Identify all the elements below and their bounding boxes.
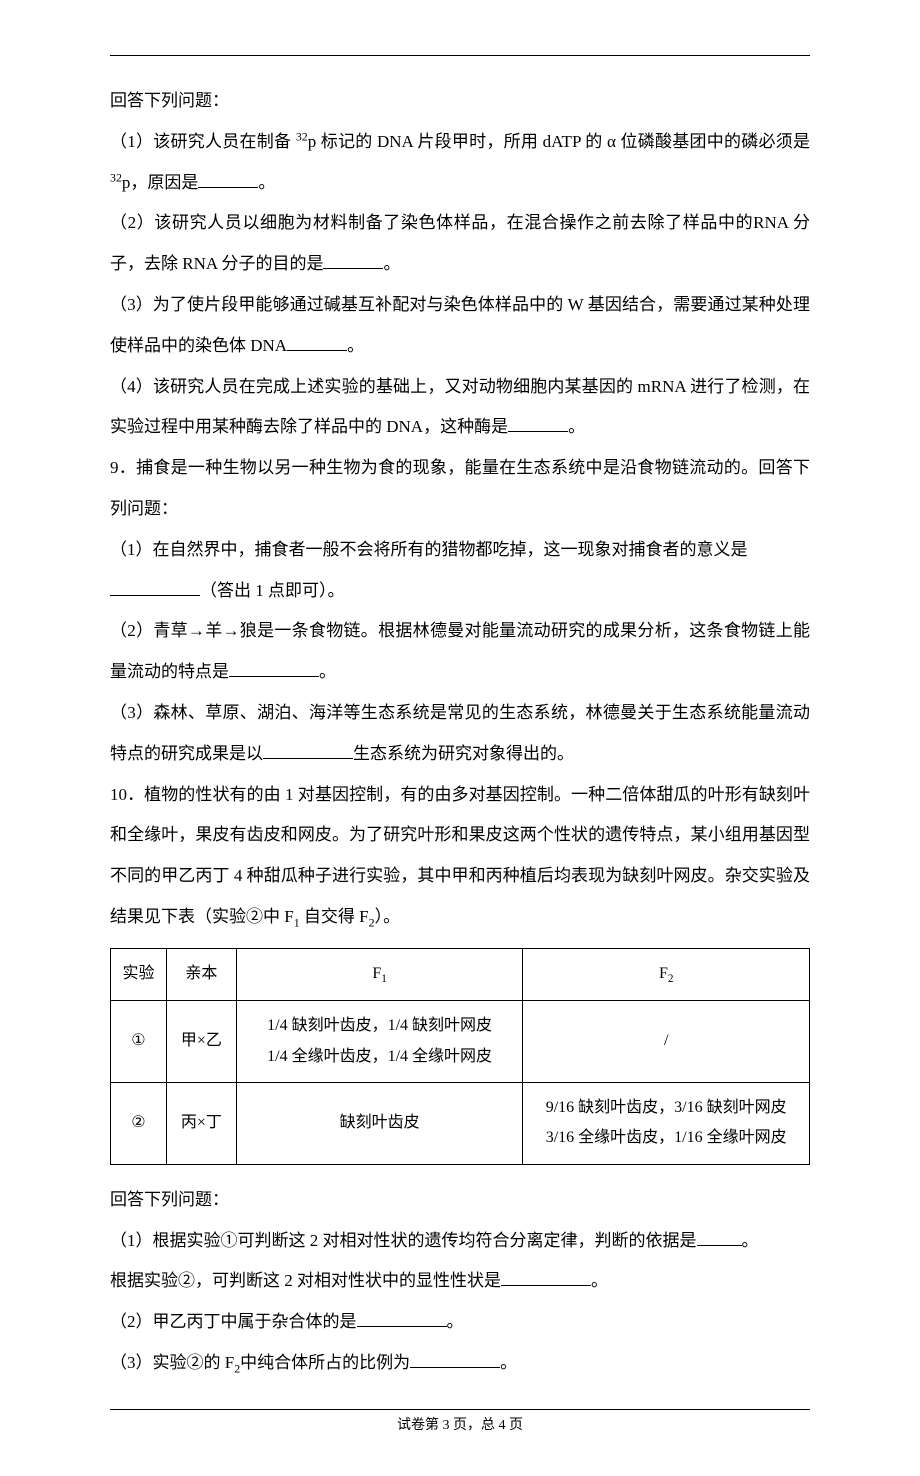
cell-exp2: ②	[111, 1082, 167, 1164]
text: 。	[319, 662, 336, 681]
text: （1）在自然界中，捕食者一般不会将所有的猎物都吃掉，这一现象对捕食者的意义是	[110, 540, 748, 559]
text: 。	[447, 1312, 464, 1331]
q9-item2: （2）青草→羊→狼是一条食物链。根据林德曼对能量流动研究的成果分析，这条食物链上…	[110, 611, 810, 693]
text: 。	[591, 1271, 608, 1290]
text: p 标记的 DNA 片段甲时，所用 dATP 的 α 位磷酸基团中的磷必须是	[308, 132, 810, 151]
footer-rule	[110, 1409, 810, 1410]
text: 1/4 缺刻叶齿皮，1/4 缺刻叶网皮	[267, 1017, 492, 1034]
q10-item3: （3）实验②的 F2中纯合体所占的比例为。	[110, 1343, 810, 1384]
cell-f2-2: 9/16 缺刻叶齿皮，3/16 缺刻叶网皮 3/16 全缘叶齿皮，1/16 全缘…	[523, 1082, 810, 1164]
text: F	[659, 965, 668, 982]
th-f1: F1	[236, 948, 523, 1000]
table-header-row: 实验 亲本 F1 F2	[111, 948, 810, 1000]
text: ②	[131, 1114, 145, 1131]
experiment-table: 实验 亲本 F1 F2 ① 甲×乙 1/4 缺刻叶齿皮，1/4 缺刻叶网皮 1/…	[110, 948, 810, 1165]
text: （2）甲乙丙丁中属于杂合体的是	[110, 1312, 357, 1331]
text: 9/16 缺刻叶齿皮，3/16 缺刻叶网皮	[546, 1099, 787, 1116]
blank	[410, 1351, 500, 1368]
q8-intro: 回答下列问题：	[110, 81, 810, 122]
text: 1/4 全缘叶齿皮，1/4 全缘叶网皮	[267, 1048, 492, 1065]
q10-item1a: （1）根据实验①可判断这 2 对相对性状的遗传均符合分离定律，判断的依据是 。	[110, 1221, 810, 1262]
text: F	[372, 965, 381, 982]
text: （3）为了使片段甲能够通过碱基互补配对与染色体样品中的 W 基因结合，需要通过某…	[110, 295, 810, 355]
sub: 2	[668, 973, 674, 985]
sub: 1	[381, 973, 387, 985]
sup: 32	[296, 129, 308, 143]
q9-intro: 9．捕食是一种生物以另一种生物为食的现象，能量在生态系统中是沿食物链流动的。回答…	[110, 448, 810, 530]
q10-item2: （2）甲乙丙丁中属于杂合体的是 。	[110, 1302, 810, 1343]
text: 。	[568, 417, 585, 436]
sup: 32	[110, 170, 122, 184]
blank	[287, 334, 347, 351]
blank	[323, 252, 383, 269]
cell-f1-2: 缺刻叶齿皮	[236, 1082, 523, 1164]
text: （答出 1 点即可）。	[200, 581, 345, 600]
th-f2: F2	[523, 948, 810, 1000]
header-rule	[110, 55, 810, 56]
q10-after: 回答下列问题：	[110, 1180, 810, 1221]
q8-item2: （2）该研究人员以细胞为材料制备了染色体样品，在混合操作之前去除了样品中的RNA…	[110, 203, 810, 285]
q8-item4: （4）该研究人员在完成上述实验的基础上，又对动物细胞内某基因的 mRNA 进行了…	[110, 367, 810, 449]
page-footer: 试卷第 3 页，总 4 页	[110, 1409, 810, 1436]
table-row: ② 丙×丁 缺刻叶齿皮 9/16 缺刻叶齿皮，3/16 缺刻叶网皮 3/16 全…	[111, 1082, 810, 1164]
blank	[697, 1229, 742, 1246]
text: 。	[500, 1353, 517, 1372]
page-number: 试卷第 3 页，总 4 页	[397, 1418, 523, 1433]
th-parent: 亲本	[166, 948, 236, 1000]
text: 根据实验②，可判断这 2 对相对性状中的显性性状是	[110, 1271, 501, 1290]
cell-parent1: 甲×乙	[166, 1001, 236, 1083]
blank	[229, 660, 319, 677]
q9-item3: （3）森林、草原、湖泊、海洋等生态系统是常见的生态系统，林德曼关于生态系统能量流…	[110, 693, 810, 775]
blank	[110, 579, 200, 596]
blank	[508, 415, 568, 432]
blank	[198, 171, 258, 188]
text: 。	[258, 173, 275, 192]
cell-f2-1: /	[523, 1001, 810, 1083]
text: 自交得 F	[300, 907, 369, 926]
blank	[357, 1310, 447, 1327]
text: （2）青草→羊→狼是一条食物链。根据林德曼对能量流动研究的成果分析，这条食物链上…	[110, 621, 810, 681]
th-exp: 实验	[111, 948, 167, 1000]
q9-item1: （1）在自然界中，捕食者一般不会将所有的猎物都吃掉，这一现象对捕食者的意义是 （答…	[110, 530, 810, 612]
text: ①	[131, 1032, 145, 1049]
q10-item1b: 根据实验②，可判断这 2 对相对性状中的显性性状是 。	[110, 1261, 810, 1302]
text: 3/16 全缘叶齿皮，1/16 全缘叶网皮	[546, 1129, 787, 1146]
blank	[501, 1269, 591, 1286]
text: 10．植物的性状有的由 1 对基因控制，有的由多对基因控制。一种二倍体甜瓜的叶形…	[110, 785, 810, 926]
cell-parent2: 丙×丁	[166, 1082, 236, 1164]
text: （1）该研究人员在制备	[110, 132, 296, 151]
q8-item1: （1）该研究人员在制备 32p 标记的 DNA 片段甲时，所用 dATP 的 α…	[110, 122, 810, 204]
cell-f1-1: 1/4 缺刻叶齿皮，1/4 缺刻叶网皮 1/4 全缘叶齿皮，1/4 全缘叶网皮	[236, 1001, 523, 1083]
text: p，原因是	[122, 173, 199, 192]
q8-item3: （3）为了使片段甲能够通过碱基互补配对与染色体样品中的 W 基因结合，需要通过某…	[110, 285, 810, 367]
text: （2）该研究人员以细胞为材料制备了染色体样品，在混合操作之前去除了样品中的RNA…	[110, 213, 810, 273]
text: 。	[742, 1231, 759, 1250]
cell-exp1: ①	[111, 1001, 167, 1083]
text: 。	[383, 254, 400, 273]
text: （1）根据实验①可判断这 2 对相对性状的遗传均符合分离定律，判断的依据是	[110, 1231, 697, 1250]
q10-intro: 10．植物的性状有的由 1 对基因控制，有的由多对基因控制。一种二倍体甜瓜的叶形…	[110, 775, 810, 938]
text: （4）该研究人员在完成上述实验的基础上，又对动物细胞内某基因的 mRNA 进行了…	[110, 377, 810, 437]
text: 。	[347, 336, 364, 355]
table-row: ① 甲×乙 1/4 缺刻叶齿皮，1/4 缺刻叶网皮 1/4 全缘叶齿皮，1/4 …	[111, 1001, 810, 1083]
text: 生态系统为研究对象得出的。	[353, 744, 574, 763]
text: 中纯合体所占的比例为	[240, 1353, 410, 1372]
text: ）。	[375, 907, 401, 926]
blank	[263, 742, 353, 759]
text: （3）实验②的 F	[110, 1353, 234, 1372]
